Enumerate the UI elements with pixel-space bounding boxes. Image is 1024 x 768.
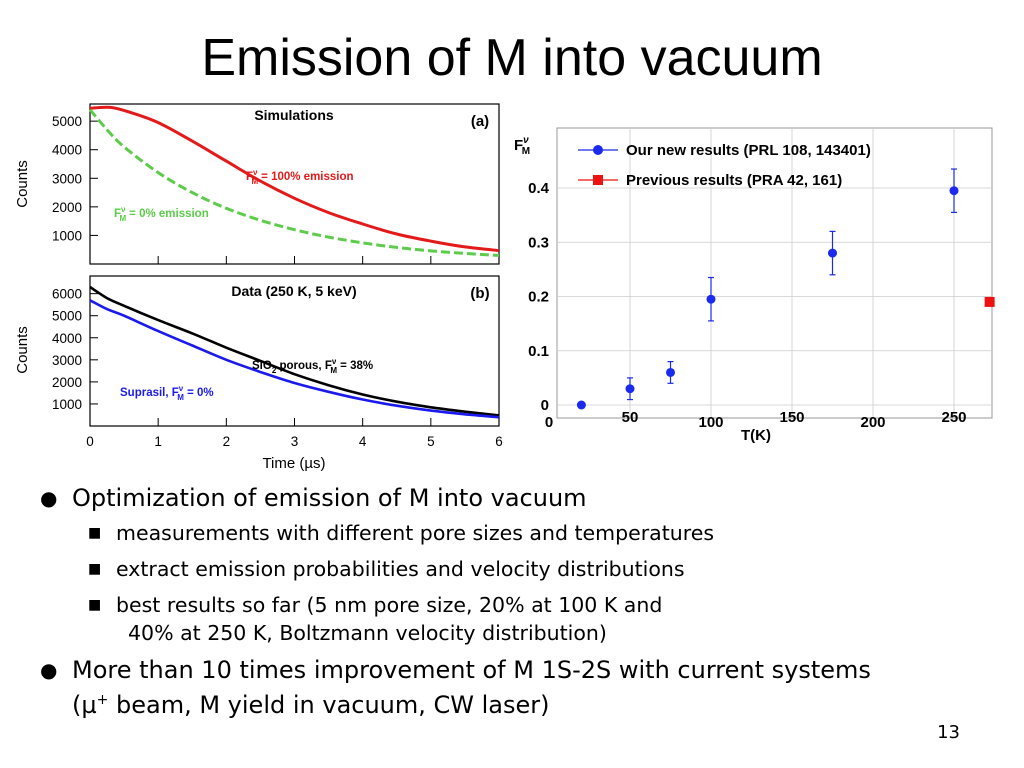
bullet-list: ● Optimization of emission of M into vac…: [40, 483, 1000, 726]
plot-frame-a: [89, 103, 500, 265]
panel-title-b: Data (250 K, 5 keV): [231, 283, 356, 299]
y-tick-label: 3000: [52, 171, 82, 186]
data-point-1-0: [984, 296, 995, 307]
data-point-0-5: [949, 186, 959, 196]
x-tick-label: 0: [545, 414, 553, 431]
sub-bullet-text: best results so far (5 nm pore size, 20%…: [116, 593, 663, 617]
series-line-0: [89, 285, 500, 417]
x-tick-label: 150: [779, 409, 804, 426]
x-tick-label: 5: [427, 434, 435, 449]
y-tick-labels-right: 0 0.1 0.2 0.3 0.4: [528, 180, 550, 414]
emission-vs-temperature-chart: Fν M 0 0.1 0.2 0.3 0.4 0 50 100 150 200 250 T(K) O…: [514, 127, 995, 444]
bullet-text-line1: More than 10 times improvement of M 1S-2…: [72, 656, 871, 684]
x-tick-label: 50: [622, 409, 639, 426]
y-tick-label: 2000: [52, 375, 82, 390]
x-tick-label: 200: [860, 414, 885, 431]
bullet-square-icon: ■: [88, 525, 102, 541]
x-tick-label: 100: [698, 414, 723, 431]
sub-bullet-measurements: ■ measurements with different pore sizes…: [40, 519, 1000, 547]
slide-title: Emission of M into vacuum: [201, 29, 823, 87]
sub-bullet-extract: ■ extract emission probabilities and vel…: [40, 555, 1000, 583]
x-tick-label: 250: [941, 409, 966, 426]
bullet-text-line2: beam, M yield in vacuum, CW laser): [108, 691, 550, 719]
legend-label-red: Previous results (PRA 42, 161): [626, 172, 842, 189]
y-tick-labels-a: 1000 2000 3000 4000 5000: [52, 114, 82, 243]
bullet-text-plus: +: [96, 692, 109, 708]
y-tick-label: 0.2: [528, 289, 549, 306]
sub-bullet-continuation: 40% at 250 K, Boltzmann velocity distrib…: [128, 621, 607, 645]
plot-frame-right: [556, 127, 993, 419]
y-tick-label: 2000: [52, 200, 82, 215]
data-point-0-2: [666, 367, 675, 377]
y-tick-label: 0.3: [528, 234, 549, 251]
series-line-1: [89, 299, 500, 419]
panel-label-a: (a): [471, 113, 489, 130]
panel-label-b: (b): [470, 285, 489, 302]
x-tick-labels-b: 0 1 2 3 4 5 6: [86, 434, 503, 449]
x-axis-label-b: Time (µs): [262, 455, 325, 472]
legend-red-a: Fν M = 100% emission: [246, 168, 354, 186]
y-tick-label: 6000: [52, 287, 82, 302]
y-tick-label: 0.4: [528, 180, 550, 197]
y-tick-labels-b: 1000 2000 3000 4000 5000 6000: [52, 287, 82, 412]
x-tick-label: 4: [359, 434, 367, 449]
x-axis-label-right: T(K): [741, 427, 771, 444]
data-points-right: [576, 168, 995, 410]
y-tick-label: 3000: [52, 353, 82, 368]
sub-bullet-text: extract emission probabilities and veloc…: [116, 557, 685, 581]
bullet-text-mu: (µ: [72, 691, 97, 719]
bullet-dot-icon: ●: [40, 486, 58, 510]
sub-bullet-best-results: ■ best results so far (5 nm pore size, 2…: [40, 591, 1000, 647]
legend-blue-b: Suprasil, Fν M = 0%: [120, 384, 214, 402]
y-tick-label: 4000: [52, 143, 82, 158]
bullet-square-icon: ■: [88, 561, 102, 577]
x-tick-label: 1: [154, 434, 162, 449]
tick-marks-a: [89, 120, 500, 264]
y-tick-label: 1000: [52, 228, 82, 243]
y-tick-label: 0: [541, 397, 549, 414]
sub-bullet-text: measurements with different pore sizes a…: [116, 521, 715, 545]
panel-title-a: Simulations: [254, 107, 334, 123]
series-lines-a: [88, 105, 500, 257]
y-axis-label-a: Counts: [14, 160, 31, 208]
grid-lines-right: [557, 128, 992, 418]
y-tick-label: 5000: [52, 114, 82, 129]
data-point-0-3: [706, 294, 716, 304]
tick-marks-b: [89, 293, 500, 426]
series-line-1: [88, 108, 500, 257]
series-lines-b: [89, 285, 500, 419]
y-tick-label: 1000: [52, 397, 82, 412]
bullet-text: Optimization of emission of M into vacuu…: [72, 484, 587, 512]
bullet-optimization: ● Optimization of emission of M into vac…: [40, 483, 1000, 513]
y-axis-label-right: Fν M: [514, 135, 530, 157]
x-tick-label: 2: [223, 434, 231, 449]
y-tick-label: 4000: [52, 331, 82, 346]
page-number: 13: [937, 722, 960, 743]
x-tick-label: 6: [495, 434, 503, 449]
series-line-0: [89, 105, 500, 253]
bullet-dot-icon: ●: [40, 658, 58, 682]
data-point-0-0: [576, 400, 586, 410]
y-tick-label: 5000: [52, 309, 82, 324]
legend-marker-red: [593, 175, 603, 185]
x-tick-label: 3: [291, 434, 299, 449]
legend-label-blue: Our new results (PRL 108, 143401): [626, 142, 871, 159]
bullet-square-icon: ■: [88, 597, 102, 613]
y-tick-label: 0.1: [528, 343, 549, 360]
legend-black-b: SiO2 porous, Fν M = 38%: [252, 357, 373, 375]
x-tick-label: 0: [86, 434, 94, 449]
x-tick-labels-right: 0 50 100 150 200 250: [545, 409, 967, 431]
legend-marker-blue: [593, 145, 603, 155]
y-axis-label-b: Counts: [14, 326, 31, 374]
data-point-0-4: [828, 248, 837, 258]
legend-green-a: Fν M = 0% emission: [114, 205, 209, 223]
data-point-0-1: [625, 384, 635, 394]
bullet-improvement: ● More than 10 times improvement of M 1S…: [40, 655, 1000, 720]
legend-right: Our new results (PRL 108, 143401) Previo…: [578, 142, 871, 189]
